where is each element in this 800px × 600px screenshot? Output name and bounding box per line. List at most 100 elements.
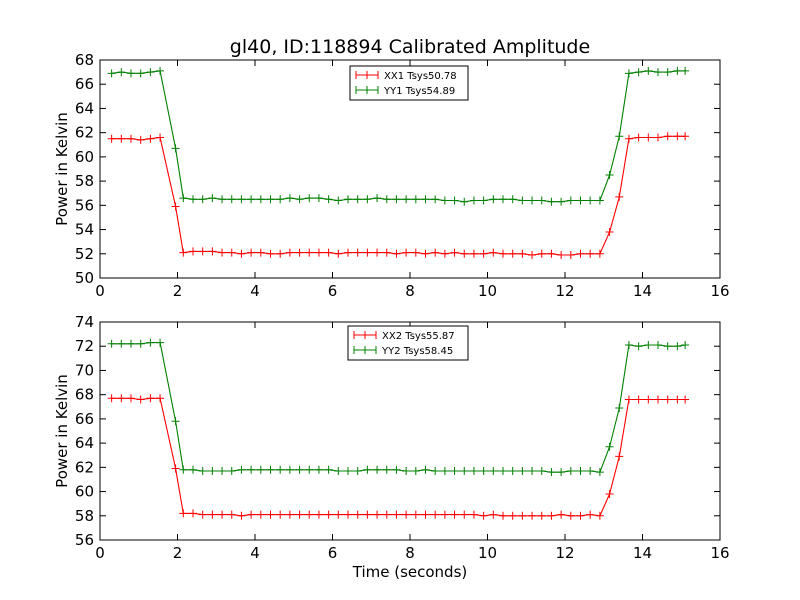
data-point <box>334 196 343 205</box>
series-2-1 <box>107 394 690 520</box>
x-tick-label: 12 <box>555 544 574 562</box>
data-point <box>353 466 362 475</box>
data-point <box>634 133 643 142</box>
legend-marker <box>353 346 377 354</box>
data-point <box>469 510 478 519</box>
data-point <box>654 395 662 404</box>
data-point <box>508 195 517 204</box>
y-tick-label: 58 <box>75 507 94 525</box>
data-point <box>179 248 188 257</box>
data-point <box>334 510 343 519</box>
data-point <box>227 195 236 204</box>
data-point <box>681 341 690 350</box>
y-tick-label: 64 <box>75 434 94 452</box>
data-point <box>171 202 180 211</box>
data-point <box>644 341 653 350</box>
data-point <box>615 132 624 141</box>
data-point <box>489 248 498 257</box>
data-point <box>663 132 672 141</box>
data-point <box>324 510 333 519</box>
data-point <box>179 465 188 474</box>
data-point <box>353 510 362 519</box>
data-point <box>363 248 372 257</box>
data-point <box>644 395 653 404</box>
data-point <box>324 465 333 474</box>
data-point <box>237 249 246 258</box>
data-point <box>198 466 207 475</box>
data-point <box>266 510 275 519</box>
data-point <box>127 339 135 348</box>
data-point <box>634 395 643 404</box>
data-point <box>624 341 633 350</box>
data-point <box>654 68 662 77</box>
data-point <box>624 69 633 78</box>
data-point <box>557 197 566 206</box>
legend-label: XX2 Tsys55.87 <box>382 331 455 342</box>
data-point <box>208 466 217 475</box>
x-tick-label: 2 <box>173 282 183 300</box>
data-point <box>363 510 372 519</box>
data-point <box>644 133 653 142</box>
data-point <box>469 466 478 475</box>
data-point <box>576 196 585 205</box>
data-point <box>392 465 401 474</box>
data-point <box>324 248 333 257</box>
x-tick-label: 6 <box>328 544 338 562</box>
data-point <box>127 394 135 403</box>
y-tick-label: 66 <box>75 75 94 93</box>
data-point <box>189 247 197 256</box>
data-point <box>156 66 165 75</box>
data-point <box>566 196 575 205</box>
data-point <box>344 466 352 475</box>
data-point <box>431 248 440 257</box>
y-tick-label: 56 <box>75 196 94 214</box>
data-point <box>314 194 323 203</box>
data-point <box>373 510 382 519</box>
data-point <box>247 248 256 257</box>
data-point <box>256 195 265 204</box>
data-point <box>314 465 323 474</box>
data-point <box>237 465 246 474</box>
legend-marker <box>355 86 379 94</box>
data-point <box>198 195 207 204</box>
data-point <box>402 248 411 257</box>
data-point <box>508 511 517 520</box>
data-point <box>276 510 285 519</box>
legend-label: XX1 Tsys50.78 <box>384 71 457 82</box>
data-point <box>547 511 556 520</box>
data-point <box>208 247 217 256</box>
data-point <box>499 511 507 520</box>
data-point <box>557 510 566 519</box>
data-point <box>146 394 155 403</box>
data-point <box>557 468 566 477</box>
data-point <box>305 248 314 257</box>
data-point <box>566 250 575 259</box>
x-axis-label: Time (seconds) <box>352 563 468 581</box>
data-point <box>382 465 391 474</box>
data-point <box>382 510 391 519</box>
data-point <box>595 196 604 205</box>
data-point <box>227 248 236 257</box>
y-tick-label: 62 <box>75 458 94 476</box>
data-point <box>402 466 411 475</box>
data-point <box>469 249 478 258</box>
series-1-1 <box>107 132 690 259</box>
data-point <box>508 466 517 475</box>
data-point <box>605 227 614 236</box>
data-point <box>605 489 614 498</box>
data-point <box>528 511 537 520</box>
x-tick-label: 8 <box>405 282 415 300</box>
data-point <box>479 196 488 205</box>
data-point <box>218 195 227 204</box>
data-point <box>247 465 256 474</box>
data-point <box>402 195 411 204</box>
data-point <box>595 249 604 258</box>
data-point <box>392 195 401 204</box>
data-point <box>411 466 420 475</box>
data-point <box>218 466 227 475</box>
x-tick-label: 10 <box>478 282 497 300</box>
x-tick-label: 4 <box>250 282 260 300</box>
data-point <box>276 465 285 474</box>
x-tick-label: 14 <box>633 544 652 562</box>
